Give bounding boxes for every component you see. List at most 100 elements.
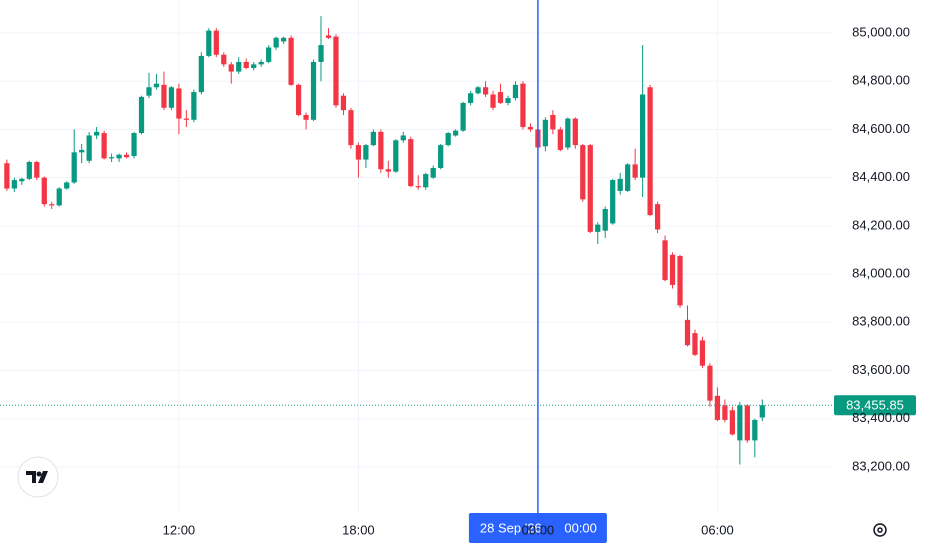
logo-mark [26, 471, 48, 483]
candle-body [318, 45, 324, 62]
candle-body [378, 131, 384, 170]
candle-body [400, 135, 406, 141]
candle-body [49, 204, 55, 206]
candle-body [288, 37, 294, 85]
candle-body [11, 180, 17, 189]
candle-body [206, 30, 212, 56]
candle-body [213, 30, 219, 55]
candle-body [714, 395, 721, 420]
y-tick-label: 84,600.00 [852, 121, 910, 136]
candle-body [752, 419, 758, 441]
candle-body [737, 405, 743, 441]
candle-body [497, 92, 504, 103]
candle-body [325, 35, 332, 38]
candle-body [123, 154, 130, 158]
candle-body [460, 102, 466, 131]
y-tick-label: 84,200.00 [852, 217, 910, 232]
candle-body [191, 92, 197, 120]
y-tick-label: 84,800.00 [852, 73, 910, 88]
last-price-label: 83,455.85 [846, 398, 904, 413]
candle-body [445, 133, 451, 146]
candle-body [19, 178, 25, 182]
x-tick-label: 12:00 [163, 522, 196, 537]
candle-body [699, 340, 706, 366]
candle-body [146, 87, 152, 96]
logo-circle [17, 456, 59, 498]
candle-body [744, 405, 750, 441]
candle-body [131, 133, 137, 156]
candle-body [295, 84, 302, 115]
settings-gear [873, 523, 887, 537]
candle-body [86, 135, 92, 161]
settings-hub [877, 527, 883, 533]
grid [0, 0, 832, 512]
candle-body [415, 186, 421, 188]
candle-body [475, 87, 481, 94]
candle-body [684, 319, 691, 346]
candle-body [108, 157, 115, 159]
candles [4, 16, 765, 465]
candle-body [280, 37, 287, 42]
candle-body [355, 145, 362, 160]
candle-body [587, 145, 593, 232]
candle-body [176, 88, 182, 119]
candle-body [41, 177, 47, 205]
candle-body [273, 37, 279, 48]
candle-body [303, 114, 309, 120]
candle-body [56, 188, 62, 206]
y-tick-label: 83,600.00 [852, 362, 910, 377]
y-tick-label: 83,200.00 [852, 458, 910, 473]
candle-body [520, 83, 526, 128]
y-tick-label: 83,400.00 [852, 410, 910, 425]
y-tick-label: 84,400.00 [852, 169, 910, 184]
candle-body [393, 140, 399, 172]
candle-body [572, 118, 578, 146]
candle-body [580, 145, 586, 200]
candle-body [550, 114, 556, 130]
candle-body [243, 61, 249, 68]
settings-button[interactable] [873, 523, 887, 537]
candle-body [505, 98, 511, 103]
candle-body [707, 365, 713, 401]
logo[interactable] [17, 456, 59, 498]
candle-body [527, 127, 534, 130]
candle-body [71, 152, 77, 183]
crosshair-time: 00:00 [564, 520, 597, 535]
candle-body [116, 154, 122, 159]
overlay: 83,455.85 28 Sep '26 00:00 [0, 0, 916, 543]
candle-body [729, 410, 735, 435]
candle-body [632, 164, 638, 178]
candle-body [348, 110, 354, 146]
candle-body [228, 64, 234, 72]
candle-body [161, 84, 167, 108]
crosshair-date: 28 Sep '26 [480, 520, 542, 535]
candle-body [258, 61, 264, 65]
candle-body [595, 224, 601, 232]
candle-body [79, 149, 85, 153]
logo-dot [36, 471, 42, 477]
candle-body [153, 83, 160, 88]
candle-body [363, 145, 369, 160]
candle-body [266, 47, 272, 62]
x-tick-label: 18:00 [342, 522, 375, 537]
candle-body [423, 174, 429, 188]
candle-body [251, 64, 257, 68]
candle-body [490, 94, 496, 108]
candle-body [602, 208, 608, 231]
candle-body [333, 36, 339, 106]
candle-body [385, 169, 391, 172]
candle-body [26, 161, 32, 179]
candle-body [759, 405, 765, 418]
candle-body [408, 139, 414, 187]
candle-body [512, 84, 519, 99]
crosshair-box [468, 513, 607, 543]
candle-body [340, 95, 347, 111]
candle-body [625, 164, 631, 191]
candle-body [610, 180, 616, 224]
candle-body [64, 182, 70, 189]
last-price-box [834, 395, 916, 416]
candle-body [482, 87, 489, 95]
candle-body [467, 93, 474, 103]
candle-body [722, 405, 728, 420]
